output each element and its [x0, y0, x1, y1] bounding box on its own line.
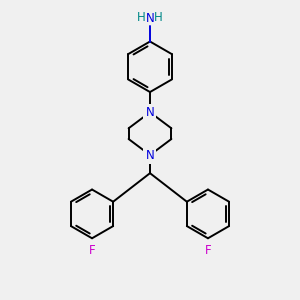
Text: N: N	[146, 148, 154, 162]
Text: F: F	[89, 244, 95, 256]
Text: H: H	[137, 11, 146, 24]
Text: H: H	[154, 11, 163, 24]
Text: F: F	[205, 244, 211, 256]
Text: N: N	[146, 12, 154, 25]
Text: N: N	[146, 106, 154, 119]
